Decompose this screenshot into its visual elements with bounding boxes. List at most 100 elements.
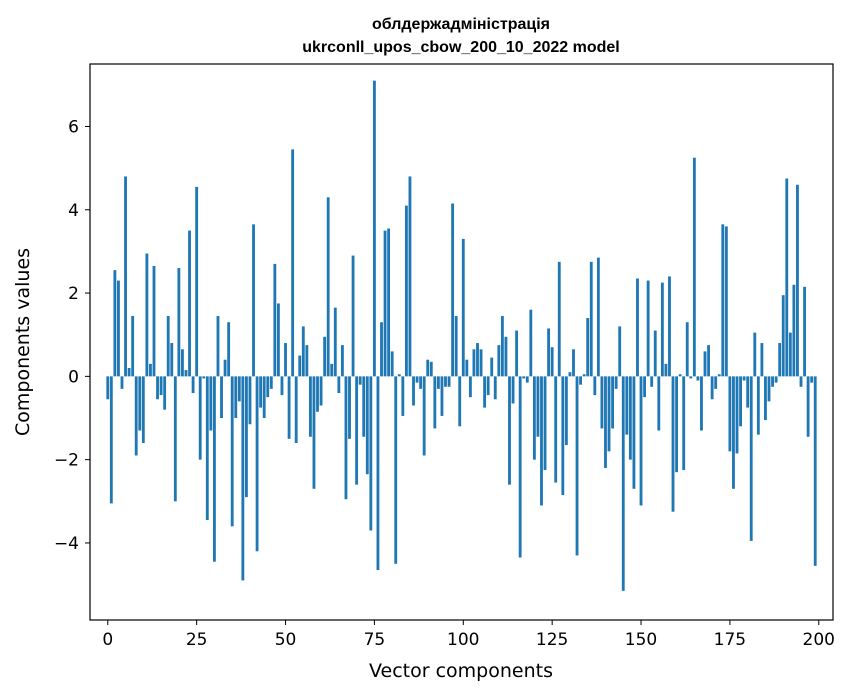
bar xyxy=(682,376,686,471)
bar xyxy=(536,376,540,437)
bar xyxy=(419,376,423,389)
bar xyxy=(707,345,710,377)
bar xyxy=(724,226,728,377)
bar xyxy=(245,376,248,498)
bar xyxy=(259,376,263,408)
x-axis: 0 25 50 75 100 125 150 175 200 xyxy=(102,620,835,650)
bar xyxy=(749,376,753,541)
bar xyxy=(134,376,138,456)
bar xyxy=(532,376,536,460)
bar xyxy=(522,376,526,379)
bar xyxy=(799,376,803,387)
bar xyxy=(525,376,529,383)
bar xyxy=(504,336,508,377)
bar xyxy=(390,351,394,377)
bar xyxy=(156,376,159,400)
bar xyxy=(166,315,170,377)
x-tick-label: 100 xyxy=(447,630,479,650)
bar xyxy=(422,376,426,456)
bar xyxy=(276,303,280,377)
bar xyxy=(383,230,387,377)
bar xyxy=(742,376,746,381)
bar xyxy=(461,238,465,377)
x-tick-label: 125 xyxy=(536,630,568,650)
bar xyxy=(774,376,778,383)
bar xyxy=(625,376,629,435)
bar xyxy=(326,197,330,377)
bar xyxy=(319,376,323,406)
bar xyxy=(614,376,618,389)
bar xyxy=(568,372,572,377)
bar xyxy=(639,376,643,506)
bar xyxy=(181,349,184,377)
y-axis-label: Components values xyxy=(12,248,34,436)
bar xyxy=(596,257,600,377)
bar xyxy=(348,376,351,439)
bar xyxy=(220,376,223,419)
bar xyxy=(788,332,792,377)
bar xyxy=(127,368,131,377)
y-tick-label: −2 xyxy=(54,451,79,471)
bar xyxy=(671,376,675,512)
bar xyxy=(316,376,319,412)
chart-title-line-2: ukrconll_upos_cbow_200_10_2022 model xyxy=(302,39,619,56)
x-axis-label: Vector components xyxy=(369,660,553,682)
bar xyxy=(703,351,707,377)
bar xyxy=(753,332,757,377)
bar xyxy=(611,376,615,429)
bar xyxy=(454,315,458,377)
bar xyxy=(550,347,554,377)
bar xyxy=(476,343,479,377)
bar xyxy=(387,228,391,377)
bar xyxy=(266,376,270,398)
bar xyxy=(159,376,163,396)
y-tick-label: 4 xyxy=(68,201,79,221)
bar xyxy=(170,343,174,377)
x-tick-label: 150 xyxy=(625,630,657,650)
bar xyxy=(205,376,209,521)
x-tick-label: 200 xyxy=(803,630,835,650)
bar xyxy=(632,376,636,489)
bar xyxy=(714,376,718,389)
bar xyxy=(518,376,522,558)
bar xyxy=(131,315,135,377)
bar xyxy=(291,149,295,377)
bar xyxy=(721,224,725,377)
x-tick-label: 75 xyxy=(364,630,386,650)
bar xyxy=(145,253,149,377)
bar xyxy=(486,376,490,396)
bar xyxy=(728,376,732,452)
y-tick-label: −4 xyxy=(54,534,79,554)
bar xyxy=(213,376,216,562)
bar xyxy=(404,205,408,377)
bar-series xyxy=(106,80,817,591)
bar xyxy=(554,376,558,483)
bar xyxy=(433,376,437,429)
bar xyxy=(355,376,359,485)
bar xyxy=(184,370,188,377)
bar xyxy=(234,376,238,419)
bar xyxy=(668,276,671,377)
bar xyxy=(760,343,764,377)
bar xyxy=(696,376,700,381)
bar xyxy=(490,357,494,377)
bar xyxy=(785,178,789,377)
bar xyxy=(564,376,568,446)
bar xyxy=(678,374,682,377)
bar xyxy=(806,376,810,437)
bar xyxy=(444,376,447,387)
bar xyxy=(436,376,440,389)
bar xyxy=(778,343,782,377)
bar xyxy=(636,278,639,377)
bar xyxy=(305,345,309,377)
bar xyxy=(685,322,689,377)
bar xyxy=(664,363,668,377)
bar xyxy=(692,157,696,377)
bar xyxy=(607,376,611,452)
bar xyxy=(362,376,366,437)
bar xyxy=(191,376,195,394)
bar xyxy=(365,376,369,475)
bar xyxy=(579,376,583,385)
bar xyxy=(173,376,177,502)
